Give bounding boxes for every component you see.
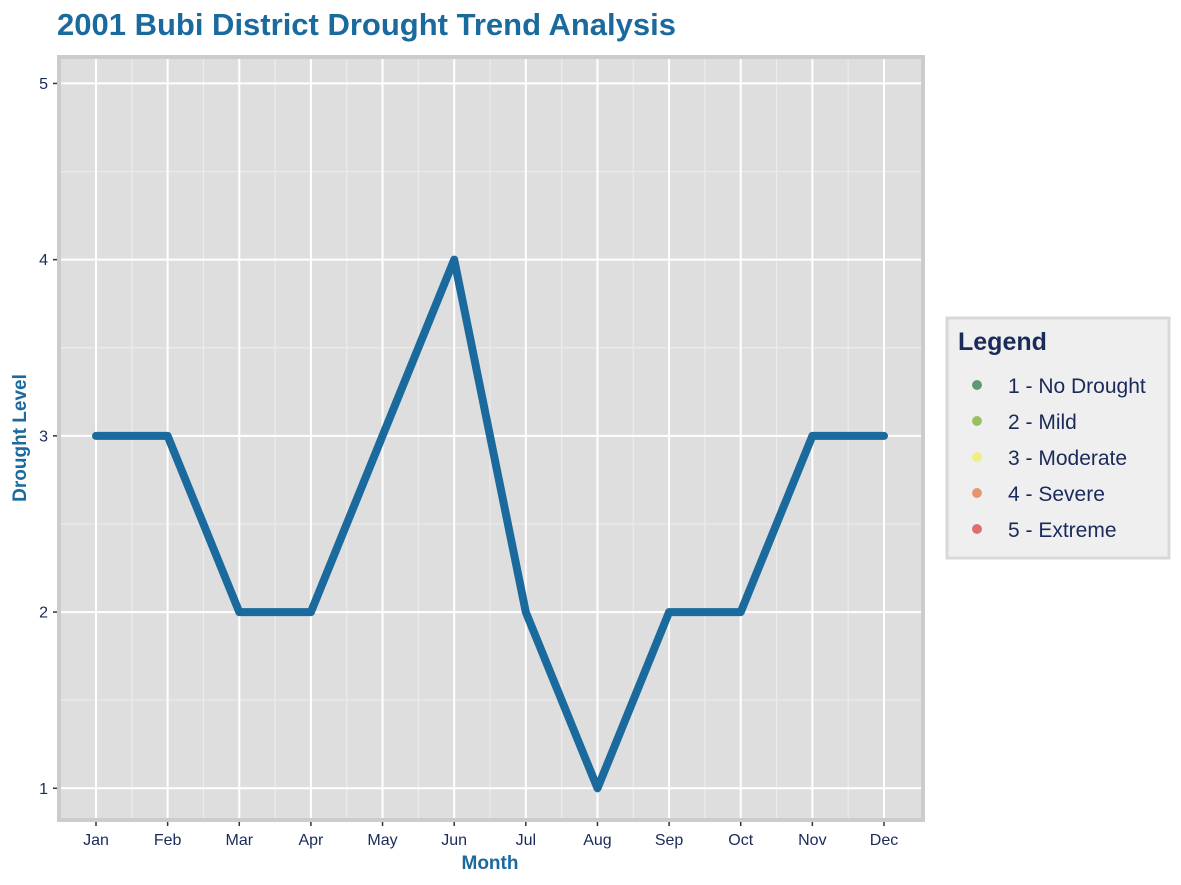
legend-box (945, 316, 1171, 560)
x-tick-label: Dec (870, 832, 898, 849)
chart-title: 2001 Bubi District Drought Trend Analysi… (57, 7, 676, 42)
series-line (92, 255, 888, 793)
y-tick-label: 5 (39, 76, 48, 93)
legend-item-label: 5 - Extreme (1008, 519, 1117, 542)
x-tick-label: Oct (728, 832, 753, 849)
x-tick-label: Mar (225, 832, 253, 849)
axis-ticks (53, 82, 885, 826)
y-axis-title: Drought Level (10, 374, 31, 502)
x-tick-label: May (367, 832, 397, 849)
x-tick-label: Apr (298, 832, 324, 849)
x-tick-label: Feb (154, 832, 182, 849)
legend-title: Legend (958, 328, 1047, 356)
x-tick-label: Sep (655, 832, 684, 849)
x-axis-tick-labels: Jan Feb Mar Apr May Jun Jul Aug Sep Oct Nov Dec (83, 832, 898, 849)
x-tick-label: Jun (441, 832, 467, 849)
y-tick-label: 3 (39, 428, 48, 445)
x-tick-label: Aug (583, 832, 611, 849)
legend-item-label: 4 - Severe (1008, 483, 1105, 506)
legend-key-marker (972, 416, 982, 426)
y-tick-label: 4 (39, 252, 48, 269)
x-tick-label: Jul (516, 832, 536, 849)
legend-key-marker (972, 488, 982, 498)
legend-item-label: 1 - No Drought (1008, 375, 1146, 398)
series-lines (92, 255, 888, 793)
legend-key-marker (972, 524, 982, 534)
legend-key-marker (972, 380, 982, 390)
legend-key-marker (972, 452, 982, 462)
legend: Legend 1 - No Drought 2 - Mild 3 - Moderat… (945, 316, 1171, 560)
legend-item-label: 3 - Moderate (1008, 447, 1127, 470)
x-tick-label: Nov (798, 832, 826, 849)
x-axis-title: Month (462, 853, 519, 874)
x-tick-label: Jan (83, 832, 109, 849)
legend-items: 1 - No Drought 2 - Mild 3 - Moderate 4 - Se… (972, 375, 1146, 542)
y-axis-tick-labels: 1 2 3 4 5 (39, 76, 48, 798)
legend-item-label: 2 - Mild (1008, 411, 1077, 434)
y-tick-label: 1 (39, 781, 48, 798)
y-tick-label: 2 (39, 605, 48, 622)
